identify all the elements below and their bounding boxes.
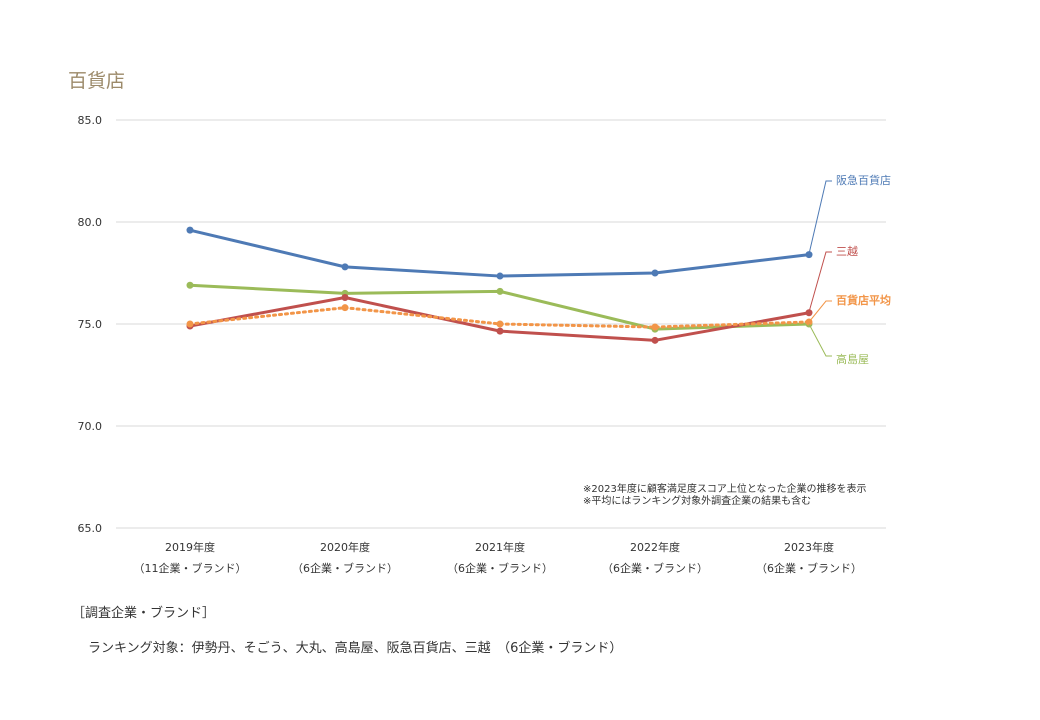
data-point	[805, 309, 813, 317]
y-tick-label: 70.0	[78, 420, 103, 433]
x-category-sublabel: （6企業・ブランド）	[756, 561, 862, 575]
data-point	[186, 281, 194, 289]
data-point	[496, 272, 504, 280]
series-line	[189, 228, 810, 278]
line-chart: 65.070.075.080.085.0 2019年度（11企業・ブランド）20…	[78, 114, 892, 575]
series-label: 百貨店平均	[836, 293, 891, 307]
data-point	[341, 304, 349, 312]
data-point	[341, 293, 349, 301]
x-category-label: 2022年度	[630, 540, 680, 554]
x-category-label: 2021年度	[475, 540, 525, 554]
y-tick-label: 85.0	[78, 114, 103, 127]
leader-line	[808, 251, 832, 313]
y-tick-label: 80.0	[78, 216, 103, 229]
data-point	[496, 287, 504, 295]
data-point	[651, 336, 659, 344]
data-point	[651, 323, 659, 331]
series-label: 阪急百貨店	[836, 173, 891, 187]
x-category-sublabel: （6企業・ブランド）	[602, 561, 708, 575]
x-category-sublabel: （6企業・ブランド）	[447, 561, 553, 575]
data-point	[186, 320, 194, 328]
data-point	[496, 320, 504, 328]
data-point	[341, 263, 349, 271]
chart-title: 百貨店	[68, 70, 126, 92]
series-label: 高島屋	[836, 352, 869, 366]
x-category-label: 2020年度	[320, 540, 370, 554]
leader-line	[808, 323, 832, 357]
x-category-label: 2019年度	[165, 540, 215, 554]
data-point	[651, 269, 659, 277]
x-category-label: 2023年度	[784, 540, 834, 554]
data-point	[496, 327, 504, 335]
data-point	[186, 226, 194, 234]
y-tick-label: 75.0	[78, 318, 103, 331]
survey-companies-list: ランキング対象：伊勢丹、そごう、大丸、高島屋、阪急百貨店、三越 （6企業・ブラン…	[88, 641, 623, 656]
y-tick-label: 65.0	[78, 522, 103, 535]
x-category-sublabel: （6企業・ブランド）	[292, 561, 398, 575]
chart-notes: ※2023年度に顧客満足度スコア上位となった企業の推移を表示 ※平均にはランキン…	[583, 482, 867, 507]
chart-note: ※平均にはランキング対象外調査企業の結果も含む	[583, 494, 811, 507]
x-axis-categories: 2019年度 （11企業・ブランド） 2020年度 （6企業・ブランド） 2021年度 （…	[134, 540, 863, 575]
data-point	[805, 251, 813, 259]
survey-companies-heading: ［調査企業・ブランド］	[72, 606, 216, 621]
y-axis-ticks: 65.0 70.0 75.0 80.0 85.0	[78, 114, 103, 535]
chart-note: ※2023年度に顧客満足度スコア上位となった企業の推移を表示	[583, 482, 867, 495]
leader-line	[808, 300, 832, 323]
leader-line	[808, 180, 832, 255]
series-label: 三越	[836, 244, 858, 258]
x-category-sublabel: （11企業・ブランド）	[134, 561, 247, 575]
